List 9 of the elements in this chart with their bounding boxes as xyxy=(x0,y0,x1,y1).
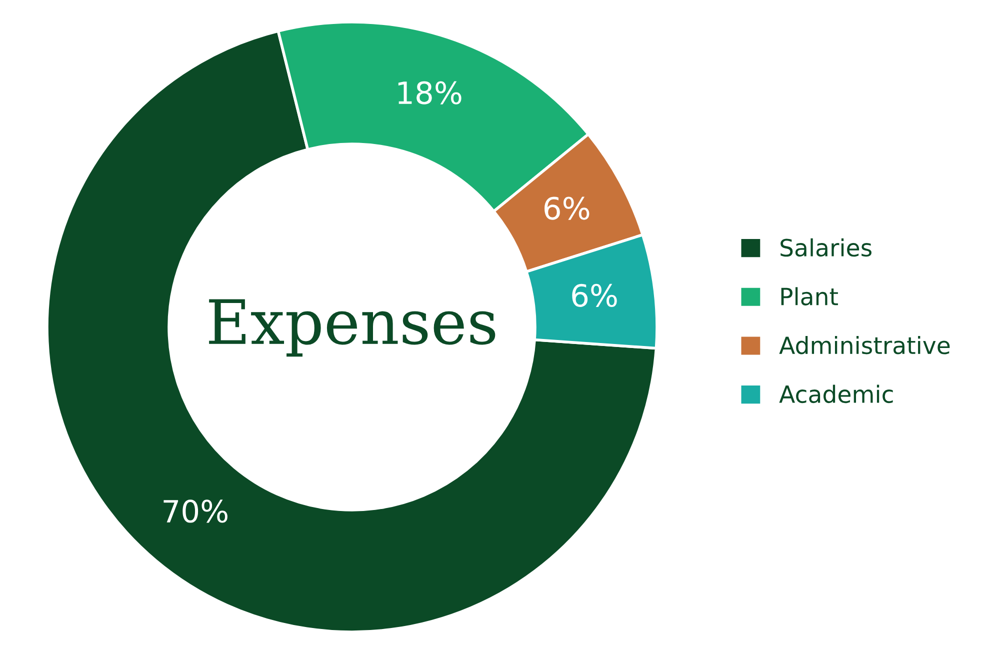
data-label: 6% xyxy=(544,196,590,220)
legend-label: Plant xyxy=(781,287,838,306)
data-label: 6% xyxy=(572,284,617,307)
legend-label: Academic xyxy=(779,384,893,404)
data-label: 70% xyxy=(164,500,228,523)
data-label: 18% xyxy=(398,81,462,104)
legend-label: Administrative xyxy=(779,336,950,354)
text: Expenses xyxy=(209,299,496,357)
legend-label: Salaries xyxy=(780,238,872,257)
